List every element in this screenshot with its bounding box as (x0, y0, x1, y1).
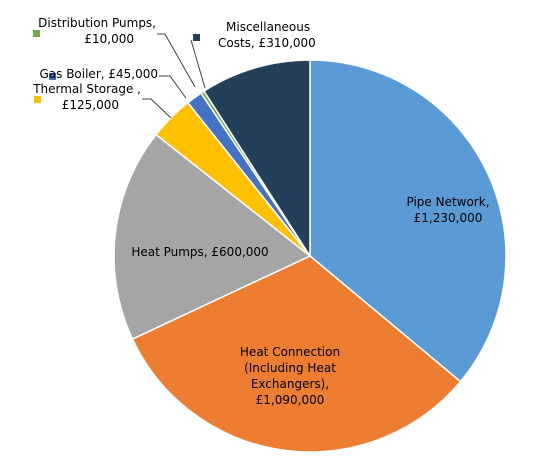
data-label-thermal-storage: Thermal Storage , £125,000 (32, 82, 141, 112)
label-key-distribution-pumps (33, 30, 40, 37)
data-label-heat-pumps: Heat Pumps, £600,000 (131, 245, 268, 259)
label-key-gas-boiler (49, 73, 56, 80)
label-key-miscellaneous-costs (193, 34, 200, 41)
leader-line-gas-boiler (159, 75, 187, 99)
data-label-heat-connection-including-heat-exchangers: Heat Connection (Including Heat Exchangers… (240, 345, 340, 407)
pie-slice-miscellaneous-costs (203, 59, 311, 257)
leader-line-thermal-storage (142, 98, 172, 119)
data-label-miscellaneous-costs: Miscellaneous Costs, £310,000 (218, 20, 316, 50)
data-label-pipe-network: Pipe Network, £1,230,000 (406, 195, 489, 225)
leader-line-miscellaneous-costs (190, 39, 206, 89)
data-label-distribution-pumps: Distribution Pumps, £10,000 (38, 16, 156, 46)
data-label-gas-boiler: Gas Boiler, £45,000 (39, 67, 158, 81)
pie-slice-pipe-network (309, 59, 507, 383)
pie-slice-heat-connection-including-heat-exchangers (131, 255, 462, 453)
leader-line-distribution-pumps (157, 33, 196, 88)
pie-slice-heat-pumps (113, 133, 311, 340)
label-key-thermal-storage (34, 96, 41, 103)
